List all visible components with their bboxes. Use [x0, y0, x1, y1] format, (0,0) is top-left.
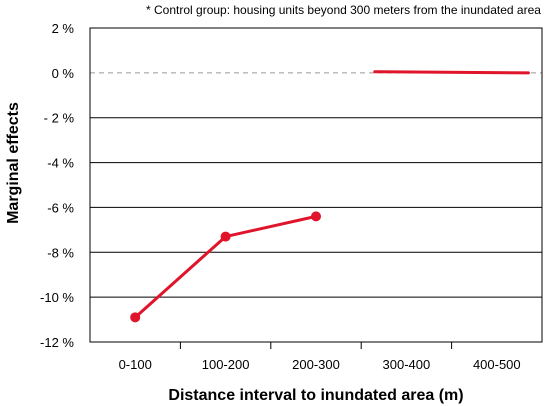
x-axis-ticks: 0-100 100-200 200-300 300-400 400-500 — [119, 342, 521, 372]
grid-lines — [90, 72, 542, 298]
marginal-effect-line — [134, 214, 317, 319]
control-group-line — [373, 70, 530, 75]
control-group-note: * Control group: housing units beyond 30… — [146, 3, 541, 17]
data-point — [130, 312, 141, 323]
plot-frame — [89, 27, 543, 343]
x-tick-label: 300-400 — [383, 357, 431, 372]
y-tick-label: - 2 % — [44, 111, 75, 126]
y-tick-label: -8 % — [47, 245, 74, 260]
y-axis-title: Marginal effects — [5, 102, 22, 224]
y-tick-label: 2 % — [52, 21, 75, 36]
data-point — [220, 231, 231, 242]
x-tick-label: 0-100 — [119, 357, 152, 372]
y-axis-ticks: 2 % 0 % - 2 % -4 % -6 % -8 % -10 % -12 % — [40, 21, 74, 350]
x-tick-label: 100-200 — [202, 357, 250, 372]
data-point — [311, 211, 321, 222]
x-tick-label: 200-300 — [292, 357, 340, 372]
y-tick-label: 0 % — [52, 66, 75, 81]
y-tick-label: -10 % — [40, 290, 74, 305]
y-tick-label: -12 % — [40, 335, 74, 350]
series-layer — [130, 70, 530, 323]
x-axis-title: Distance interval to inundated area (m) — [168, 387, 463, 404]
y-tick-label: -4 % — [47, 156, 74, 171]
y-tick-label: -6 % — [47, 200, 74, 215]
x-tick-label: 400-500 — [473, 357, 521, 372]
